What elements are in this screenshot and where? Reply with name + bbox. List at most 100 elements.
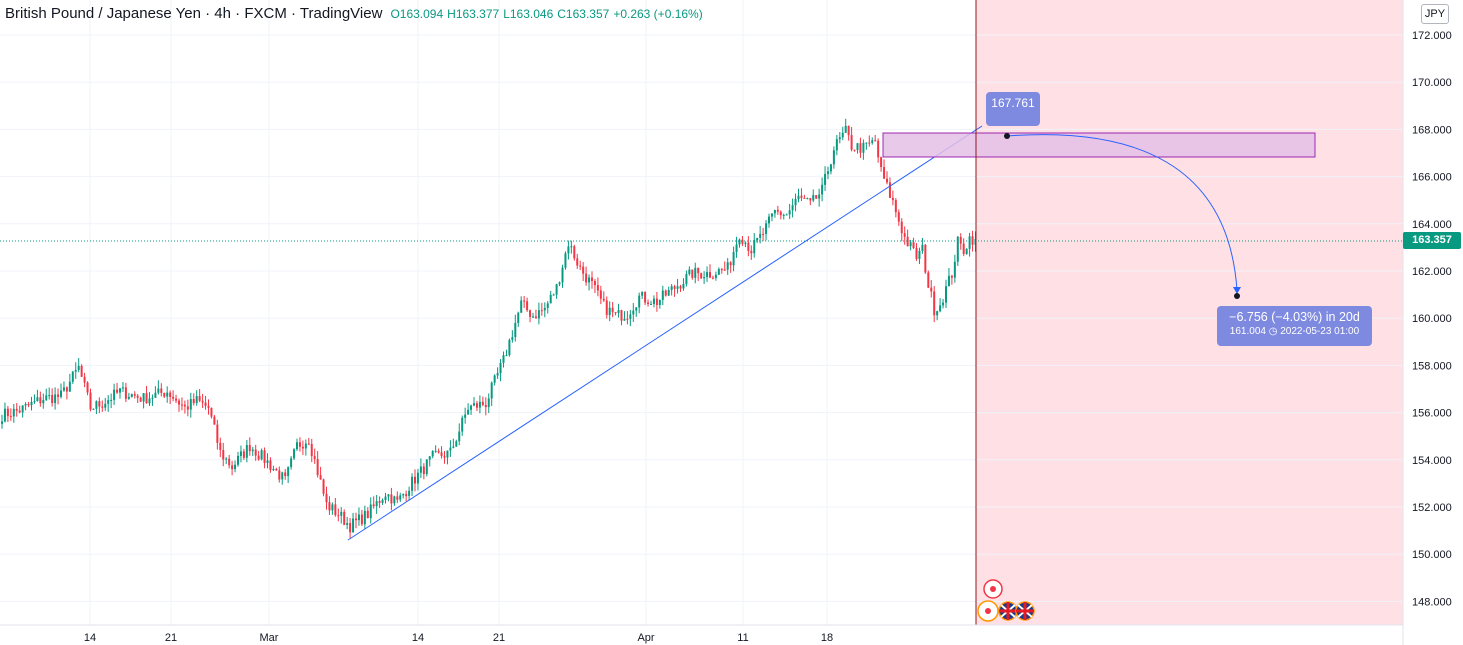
projection-change-text: −6.756 (−4.03%) in 20d — [1229, 310, 1360, 324]
candle-body — [446, 450, 449, 458]
candle-body — [871, 140, 874, 143]
candle-body — [98, 401, 101, 407]
candle-body — [428, 456, 431, 460]
candlestick-series — [1, 118, 977, 539]
candle-body — [682, 283, 685, 289]
candle-body — [157, 388, 160, 393]
candle-body — [493, 375, 496, 383]
current-price-label: 163.357 — [1403, 232, 1461, 249]
candle-body — [216, 424, 219, 443]
candle-body — [234, 464, 237, 470]
candle-body — [726, 262, 729, 270]
candle-body — [248, 445, 251, 452]
candle-body — [638, 295, 641, 308]
candle-body — [862, 142, 865, 153]
projection-start-point[interactable] — [1004, 133, 1010, 139]
target-price-bubble[interactable]: 167.761 — [986, 92, 1040, 126]
candle-body — [765, 223, 768, 235]
candle-body — [891, 197, 894, 201]
candle-body — [953, 261, 956, 278]
event-markers[interactable] — [977, 579, 1035, 622]
candle-body — [198, 396, 201, 401]
candle-body — [42, 400, 45, 404]
currency-button[interactable]: JPY — [1421, 4, 1449, 24]
candle-body — [18, 410, 21, 413]
candle-body — [319, 475, 322, 480]
candle-body — [664, 290, 667, 296]
candle-body — [293, 449, 296, 459]
price-tick-label: 148.000 — [1412, 596, 1452, 608]
symbol-title[interactable]: British Pound / Japanese Yen · 4h · FXCM… — [5, 5, 383, 22]
candle-body — [30, 401, 33, 406]
candle-body — [408, 490, 411, 496]
candle-body — [747, 242, 750, 251]
candle-body — [770, 213, 773, 217]
target-price-text: 167.761 — [991, 96, 1035, 110]
candle-body — [558, 282, 561, 285]
candle-body — [284, 472, 287, 477]
candle-body — [812, 195, 815, 201]
candle-body — [962, 243, 965, 254]
candle-body — [225, 458, 228, 460]
projection-bubble[interactable]: −6.756 (−4.03%) in 20d 161.004 ◷ 2022-05… — [1217, 306, 1372, 346]
candle-body — [163, 392, 166, 397]
candle-body — [113, 389, 116, 400]
projection-end-point[interactable] — [1234, 293, 1240, 299]
candle-body — [83, 376, 86, 383]
candle-body — [768, 216, 770, 224]
projection-arc[interactable] — [1006, 134, 1238, 291]
candle-body — [933, 291, 936, 316]
candle-body — [897, 212, 900, 222]
candle-body — [263, 450, 266, 464]
candle-body — [363, 510, 366, 525]
candle-body — [579, 265, 582, 267]
candle-body — [24, 403, 27, 406]
candle-body — [148, 398, 151, 404]
candle-body — [390, 494, 393, 504]
candle-body — [51, 395, 54, 404]
candle-body — [700, 273, 703, 279]
chart-legend: British Pound / Japanese Yen · 4h · FXCM… — [5, 5, 707, 22]
candle-body — [921, 244, 924, 251]
price-tick-label: 154.000 — [1412, 455, 1452, 467]
candle-body — [959, 236, 962, 244]
candle-body — [534, 316, 537, 319]
candle-body — [355, 518, 357, 521]
candle-body — [608, 307, 611, 315]
candle-body — [773, 209, 776, 214]
candle-body — [591, 277, 593, 281]
candle-body — [762, 233, 765, 235]
candle-body — [440, 452, 443, 457]
candle-body — [605, 300, 608, 315]
candle-body — [593, 280, 596, 286]
candle-body — [877, 140, 880, 158]
candle-body — [151, 397, 154, 399]
candle-body — [316, 459, 319, 476]
candle-body — [738, 239, 741, 245]
candle-body — [437, 450, 440, 453]
candle-body — [714, 274, 717, 279]
candle-body — [800, 195, 803, 198]
candle-body — [92, 408, 95, 410]
candle-body — [555, 284, 558, 295]
candle-body — [189, 399, 192, 410]
price-tick-label: 164.000 — [1412, 219, 1452, 231]
candle-body — [298, 442, 301, 447]
candle-body — [729, 262, 732, 266]
candle-body — [806, 198, 809, 200]
candle-body — [912, 242, 915, 248]
trendline[interactable] — [347, 125, 983, 541]
candle-body — [709, 272, 711, 278]
candle-body — [741, 239, 744, 244]
candle-body — [650, 303, 652, 305]
candle-body — [346, 523, 349, 525]
candle-body — [794, 199, 797, 206]
resistance-zone[interactable] — [882, 132, 1316, 158]
candle-body — [779, 211, 782, 216]
candle-body — [467, 409, 470, 415]
price-tick-label: 160.000 — [1412, 313, 1452, 325]
candle-body — [803, 197, 806, 199]
candle-body — [237, 455, 239, 465]
high-value: H163.377 — [447, 7, 500, 21]
candle-body — [357, 514, 360, 521]
